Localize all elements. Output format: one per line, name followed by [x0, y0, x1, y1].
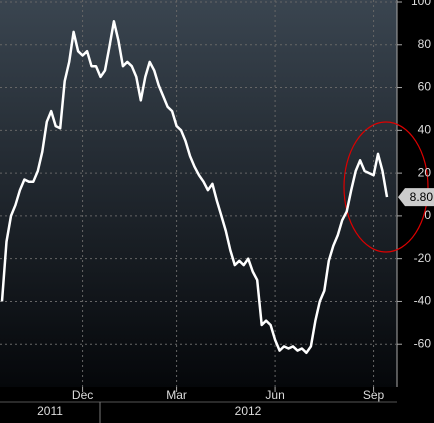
last-value-label: 8.80	[410, 190, 434, 204]
x-axis-band	[0, 387, 397, 423]
year-label: 2012	[235, 404, 262, 418]
x-tick-label: Sep	[363, 388, 385, 402]
y-tick-label: 100	[411, 0, 431, 8]
x-tick-label: Dec	[72, 388, 93, 402]
plot-background	[0, 0, 397, 387]
y-tick-label: -40	[414, 294, 432, 308]
y-tick-label: -20	[414, 251, 432, 265]
y-tick-label: 0	[424, 208, 431, 222]
highlight-ellipse	[343, 121, 429, 253]
y-tick-label: 20	[418, 165, 432, 179]
series-line	[0, 20, 389, 355]
y-tick-label: 60	[418, 80, 432, 94]
y-tick-label: 40	[418, 123, 432, 137]
last-value-box	[398, 188, 434, 207]
x-tick-label: Jun	[265, 388, 284, 402]
y-tick-label: 80	[418, 37, 432, 51]
year-label: 2011	[37, 404, 63, 418]
y-tick-label: -60	[414, 336, 432, 350]
x-tick-label: Mar	[166, 388, 187, 402]
